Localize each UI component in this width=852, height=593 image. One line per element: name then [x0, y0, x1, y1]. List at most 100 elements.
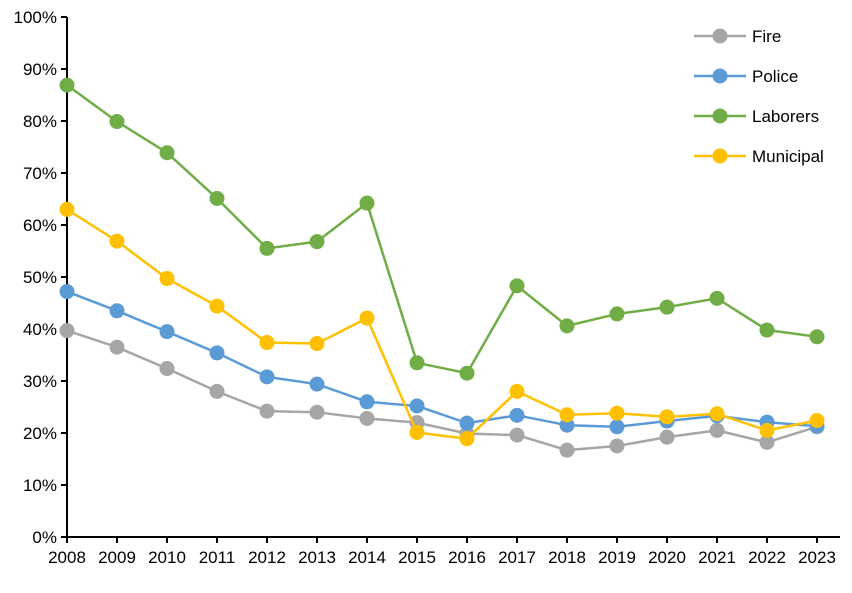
data-point-police-2013 [309, 376, 325, 392]
x-tick-label: 2021 [698, 548, 736, 567]
series-line-police [66, 290, 818, 429]
legend-label: Laborers [752, 107, 819, 126]
data-point-laborers-2023 [809, 329, 825, 345]
data-point-fire-2022 [759, 434, 775, 450]
legend-item-laborers: Laborers [694, 107, 819, 126]
data-point-police-2018 [559, 417, 575, 433]
legend-item-municipal: Municipal [694, 147, 824, 166]
data-point-municipal-2010 [159, 271, 175, 287]
data-point-laborers-2016 [459, 365, 475, 381]
data-point-laborers-2011 [209, 190, 225, 206]
data-point-police-2014 [359, 394, 375, 410]
data-point-municipal-2022 [759, 422, 775, 438]
x-tick-label: 2023 [798, 548, 836, 567]
legend-item-fire: Fire [694, 27, 781, 46]
data-point-police-2016 [459, 415, 475, 431]
y-tick-label: 30% [23, 372, 57, 391]
data-point-municipal-2009 [109, 233, 125, 249]
x-tick-label: 2016 [448, 548, 486, 567]
x-tick-label: 2017 [498, 548, 536, 567]
data-point-municipal-2014 [359, 310, 375, 326]
data-point-fire-2011 [209, 383, 225, 399]
y-tick-label: 60% [23, 216, 57, 235]
data-point-municipal-2019 [609, 405, 625, 421]
y-tick-label: 10% [23, 476, 57, 495]
data-point-fire-2012 [259, 403, 275, 419]
data-point-municipal-2008 [59, 201, 75, 217]
data-point-laborers-2020 [659, 299, 675, 315]
data-point-fire-2014 [359, 410, 375, 426]
x-tick-label: 2014 [348, 548, 386, 567]
data-point-police-2011 [209, 345, 225, 361]
data-point-police-2010 [159, 324, 175, 340]
data-point-police-2009 [109, 303, 125, 319]
x-tick-label: 2012 [248, 548, 286, 567]
data-point-laborers-2022 [759, 322, 775, 338]
data-point-fire-2008 [59, 323, 75, 339]
data-point-fire-2013 [309, 404, 325, 420]
y-tick-label: 50% [23, 268, 57, 287]
y-tick-label: 100% [14, 8, 57, 27]
x-tick-label: 2011 [199, 548, 236, 567]
data-point-laborers-2012 [259, 240, 275, 256]
data-point-municipal-2020 [659, 409, 675, 425]
data-point-municipal-2015 [409, 424, 425, 440]
x-tick-label: 2010 [148, 548, 186, 567]
series-line-municipal [66, 208, 818, 440]
y-tick-label: 0% [32, 528, 57, 547]
x-tick-label: 2009 [98, 548, 136, 567]
legend-dot-marker [712, 148, 728, 164]
data-point-municipal-2021 [709, 406, 725, 422]
data-point-police-2017 [509, 407, 525, 423]
data-point-police-2012 [259, 369, 275, 385]
y-tick-label: 90% [23, 60, 57, 79]
data-point-laborers-2013 [309, 234, 325, 250]
data-point-municipal-2017 [509, 383, 525, 399]
series-laborers [59, 77, 825, 381]
data-point-fire-2017 [509, 427, 525, 443]
legend-dot-marker [712, 28, 728, 44]
data-point-laborers-2010 [159, 145, 175, 161]
data-point-fire-2021 [709, 422, 725, 438]
data-point-laborers-2015 [409, 355, 425, 371]
data-point-municipal-2016 [459, 431, 475, 447]
legend-label: Municipal [752, 147, 824, 166]
data-point-municipal-2011 [209, 298, 225, 314]
legend-item-police: Police [694, 67, 798, 86]
x-tick-label: 2022 [748, 548, 786, 567]
legend-dot-marker [712, 68, 728, 84]
data-point-police-2008 [59, 284, 75, 300]
data-point-fire-2018 [559, 442, 575, 458]
data-point-laborers-2008 [59, 77, 75, 93]
y-tick-label: 40% [23, 320, 57, 339]
series-municipal [59, 201, 825, 447]
x-tick-label: 2008 [48, 548, 86, 567]
data-point-fire-2010 [159, 361, 175, 377]
y-axis: 0% 10% 20% 30% 40% 50% 60% 70% 80% 90% 100% [14, 8, 68, 547]
legend: Fire Police Laborers Municipal [694, 27, 824, 166]
data-point-fire-2020 [659, 429, 675, 445]
data-point-laborers-2014 [359, 195, 375, 211]
legend-label: Police [752, 67, 798, 86]
series-line-laborers [66, 84, 818, 375]
data-point-laborers-2018 [559, 318, 575, 334]
x-tick-label: 2020 [648, 548, 686, 567]
legend-label: Fire [752, 27, 781, 46]
data-point-laborers-2009 [109, 114, 125, 130]
series-line-fire [66, 329, 818, 452]
y-tick-label: 80% [23, 112, 57, 131]
data-point-municipal-2013 [309, 336, 325, 352]
x-tick-label: 2018 [548, 548, 586, 567]
data-point-fire-2019 [609, 438, 625, 454]
data-point-municipal-2012 [259, 335, 275, 351]
x-tick-label: 2013 [298, 548, 336, 567]
data-point-municipal-2018 [559, 407, 575, 423]
data-point-municipal-2023 [809, 413, 825, 429]
data-point-laborers-2019 [609, 306, 625, 322]
x-tick-label: 2019 [598, 548, 636, 567]
y-tick-label: 20% [23, 424, 57, 443]
data-point-laborers-2017 [509, 278, 525, 294]
x-axis: 2008 2009 2010 2011 2012 2013 2014 2015 2016 2017… [48, 536, 840, 567]
